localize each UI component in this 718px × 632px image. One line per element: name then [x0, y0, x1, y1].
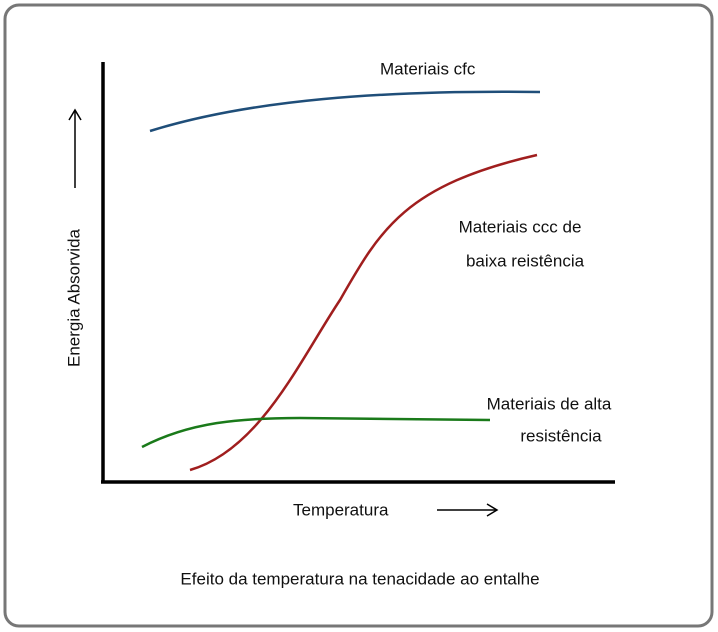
- curve-alta: [141, 416, 491, 449]
- curve-label: Materiais ccc de: [459, 217, 582, 236]
- curve-cfc: [149, 90, 541, 133]
- caption: Efeito da temperatura na tenacidade ao e…: [180, 569, 539, 588]
- curve-label: Materiais de alta: [487, 394, 612, 413]
- curve-label: resistência: [520, 426, 602, 445]
- y-arrow: [68, 108, 82, 188]
- frame: [3, 3, 714, 628]
- curve-label: Materiais cfc: [380, 59, 476, 78]
- x-axis-label: Temperatura: [293, 500, 389, 519]
- curve-ccc: [189, 153, 538, 472]
- y-axis-label: Energia Absorvida: [64, 228, 83, 367]
- curve-label: baixa reistência: [466, 251, 585, 270]
- x-arrow: [437, 503, 499, 517]
